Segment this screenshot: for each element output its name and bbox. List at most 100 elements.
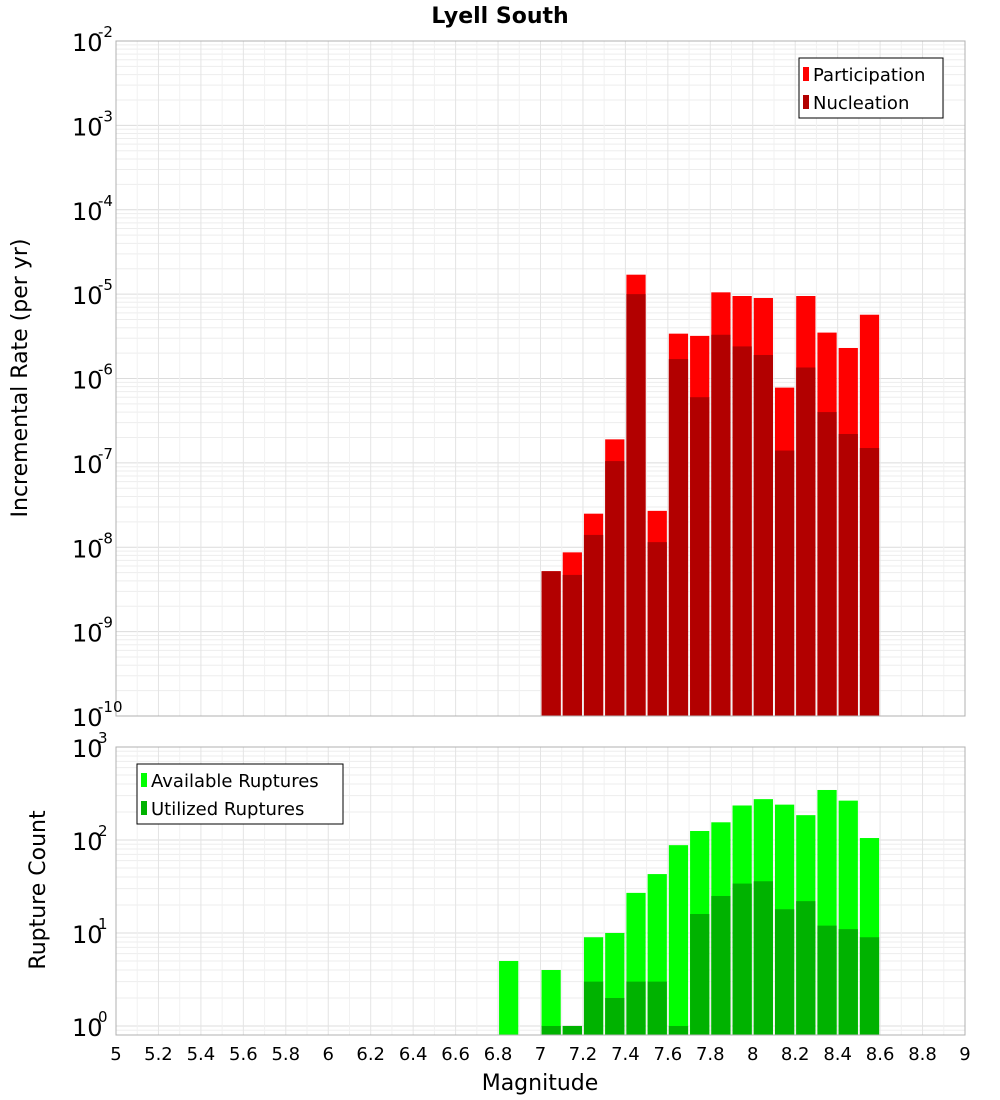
x-tick-label: 7.2: [569, 1044, 598, 1065]
legend-swatch: [803, 95, 809, 109]
bar-utilized-ruptures: [626, 981, 646, 1035]
legend: Participation Nucleation: [798, 57, 944, 119]
bar-nucleation: [774, 450, 795, 716]
legend-label: Utilized Ruptures: [151, 799, 304, 820]
bar-utilized-ruptures: [817, 925, 837, 1035]
bar-nucleation: [753, 354, 773, 716]
y-tick-base: 10: [72, 198, 103, 226]
y-tick-exponent: 1: [98, 915, 108, 933]
y-tick-exponent: -9: [98, 614, 113, 632]
y-tick-label: 10-4: [72, 192, 113, 226]
top-plot: 10-210-310-410-510-610-710-810-910-10Par…: [72, 23, 966, 732]
bar-utilized-ruptures: [668, 1025, 689, 1035]
bar-nucleation: [562, 574, 582, 716]
y-tick-exponent: 0: [98, 1008, 108, 1026]
x-tick-label: 5.6: [229, 1044, 258, 1065]
y-tick-base: 10: [72, 1014, 103, 1042]
y-tick-label: 10-6: [72, 361, 113, 395]
y-tick-base: 10: [72, 113, 103, 141]
bar-nucleation: [583, 534, 604, 716]
y-tick-label: 10-9: [72, 614, 113, 648]
bar-nucleation: [796, 367, 816, 716]
bar-utilized-ruptures: [647, 981, 667, 1035]
legend-label: Participation: [813, 65, 925, 86]
y-tick-label: 101: [72, 915, 108, 949]
y-tick-base: 10: [72, 704, 103, 732]
y-tick-label: 103: [72, 729, 108, 763]
y-tick-base: 10: [72, 282, 103, 310]
bar-utilized-ruptures: [605, 997, 625, 1035]
y-tick-base: 10: [72, 451, 103, 479]
y-tick-label: 10-2: [72, 23, 113, 57]
bar-utilized-ruptures: [753, 881, 773, 1035]
legend-label: Available Ruptures: [151, 771, 319, 792]
y-tick-base: 10: [72, 735, 103, 763]
y-tick-exponent: -7: [98, 445, 113, 463]
legend-box: [136, 763, 344, 825]
y-tick-exponent: -5: [98, 276, 113, 294]
x-tick-label: 7.6: [654, 1044, 683, 1065]
bar-utilized-ruptures: [774, 909, 795, 1035]
x-tick-label: 7.4: [611, 1044, 640, 1065]
y-tick-exponent: -10: [98, 698, 123, 716]
bar-nucleation: [647, 542, 667, 716]
bar-utilized-ruptures: [838, 929, 858, 1035]
x-tick-label: 6: [323, 1044, 334, 1065]
bar-utilized-ruptures: [796, 901, 816, 1035]
plot-border: [115, 746, 966, 1036]
y-tick-exponent: 3: [98, 729, 108, 747]
legend-swatch: [803, 67, 809, 81]
x-tick-label: 6.8: [484, 1044, 513, 1065]
y-tick-exponent: 2: [98, 822, 108, 840]
x-tick-label: 8: [747, 1044, 758, 1065]
bar-nucleation: [605, 461, 625, 716]
bar-nucleation: [838, 433, 858, 716]
y-tick-label: 10-7: [72, 445, 113, 479]
x-tick-label: 9: [959, 1044, 970, 1065]
legend-swatch: [141, 801, 147, 815]
y-tick-label: 10-8: [72, 529, 113, 563]
top-y-axis-label: Incremental Rate (per yr): [8, 239, 33, 518]
y-tick-label: 10-3: [72, 107, 113, 141]
x-tick-label: 6.2: [356, 1044, 385, 1065]
y-tick-exponent: -8: [98, 529, 113, 547]
x-axis-label: Magnitude: [482, 1071, 599, 1096]
x-tick-label: 7: [535, 1044, 546, 1065]
x-tick-label: 8.8: [908, 1044, 937, 1065]
y-tick-exponent: -6: [98, 361, 113, 379]
bar-utilized-ruptures: [859, 937, 880, 1035]
bar-nucleation: [690, 397, 710, 716]
bottom-y-axis-label: Rupture Count: [26, 810, 51, 970]
y-tick-exponent: -2: [98, 23, 113, 41]
x-tick-label: 5.2: [144, 1044, 173, 1065]
bar-utilized-ruptures: [711, 895, 731, 1035]
x-tick-label: 5: [110, 1044, 121, 1065]
x-tick-label: 8.4: [823, 1044, 852, 1065]
bar-nucleation: [817, 412, 837, 716]
bar-nucleation: [711, 334, 731, 716]
y-tick-label: 100: [72, 1008, 108, 1042]
y-tick-base: 10: [72, 620, 103, 648]
x-tick-label: 8.2: [781, 1044, 810, 1065]
bar-nucleation: [668, 359, 689, 716]
bar-utilized-ruptures: [732, 883, 752, 1035]
x-tick-label: 6.4: [399, 1044, 428, 1065]
x-tick-label: 7.8: [696, 1044, 725, 1065]
bar-nucleation: [626, 294, 646, 716]
y-tick-base: 10: [72, 29, 103, 57]
bar-nucleation: [541, 571, 561, 716]
y-tick-exponent: -4: [98, 192, 113, 210]
bar-available-ruptures: [541, 969, 561, 1035]
bar-utilized-ruptures: [583, 981, 604, 1035]
x-tick-label: 5.8: [271, 1044, 300, 1065]
chart-title: Lyell South: [431, 4, 568, 29]
bar-utilized-ruptures: [541, 1025, 561, 1035]
x-tick-label: 5.4: [187, 1044, 216, 1065]
legend-box: [798, 57, 944, 119]
bar-nucleation: [732, 346, 752, 716]
y-tick-label: 102: [72, 822, 108, 856]
y-tick-label: 10-10: [72, 698, 123, 732]
